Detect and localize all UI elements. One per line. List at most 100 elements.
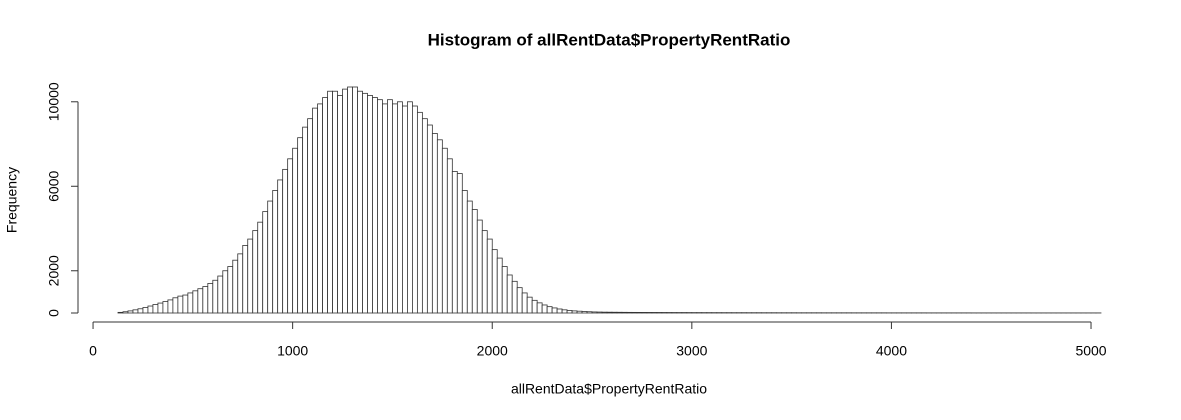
y-axis-label: Frequency xyxy=(4,167,20,233)
bar xyxy=(267,200,274,314)
bar xyxy=(516,287,523,314)
bar xyxy=(177,295,184,314)
bar xyxy=(621,311,628,314)
bar xyxy=(167,299,174,314)
bar xyxy=(506,274,513,314)
bar xyxy=(207,283,214,314)
bar xyxy=(596,311,603,314)
bar xyxy=(372,97,378,314)
bar xyxy=(362,92,368,314)
bar xyxy=(162,301,169,314)
bar xyxy=(641,312,648,314)
bar xyxy=(312,107,318,314)
bar xyxy=(571,310,578,314)
bar xyxy=(182,294,189,314)
bar xyxy=(626,311,633,314)
bar xyxy=(631,311,638,314)
bar xyxy=(402,105,408,314)
bar xyxy=(536,302,543,314)
bar xyxy=(327,90,333,314)
bar xyxy=(367,95,373,314)
bar xyxy=(412,105,418,314)
bar xyxy=(397,101,403,314)
bar xyxy=(317,103,323,314)
bar xyxy=(292,147,299,314)
bar xyxy=(152,304,159,314)
bar xyxy=(277,179,284,314)
bar xyxy=(217,275,224,314)
bar xyxy=(511,280,518,314)
bar xyxy=(232,259,239,314)
bar xyxy=(192,290,199,314)
bar xyxy=(147,305,154,314)
y-tick-label: 2000 xyxy=(46,255,62,286)
bar xyxy=(347,86,353,314)
bar xyxy=(337,95,343,314)
bar xyxy=(481,230,488,314)
bar xyxy=(646,312,653,314)
x-tick-label: 0 xyxy=(89,343,97,359)
bar xyxy=(342,88,348,314)
x-tick-label: 2000 xyxy=(477,343,508,359)
bar xyxy=(237,253,244,314)
bar xyxy=(227,266,234,314)
bar xyxy=(387,99,393,314)
bar xyxy=(222,270,229,314)
bar xyxy=(496,257,503,314)
bar xyxy=(446,158,453,314)
bar xyxy=(431,133,438,314)
bar xyxy=(127,310,134,314)
bar xyxy=(456,173,463,314)
x-tick-label: 5000 xyxy=(1075,343,1106,359)
bar xyxy=(581,311,588,314)
bar xyxy=(461,190,468,314)
bar xyxy=(556,308,563,314)
bar xyxy=(117,311,124,314)
chart-title: Histogram of allRentData$PropertyRentRat… xyxy=(428,30,791,49)
bar xyxy=(601,311,608,314)
bar xyxy=(541,304,548,314)
bar xyxy=(501,266,508,314)
y-tick-label: 0 xyxy=(46,309,62,317)
bar xyxy=(297,137,304,314)
bar xyxy=(476,219,483,314)
bar xyxy=(451,171,458,314)
bar xyxy=(137,308,144,314)
bar xyxy=(636,312,643,314)
y-tick-label: 10000 xyxy=(46,82,62,121)
bar xyxy=(651,312,658,314)
bar xyxy=(586,311,593,314)
bar xyxy=(242,245,249,314)
bar xyxy=(197,288,204,314)
x-tick-label: 1000 xyxy=(277,343,308,359)
bar xyxy=(172,297,179,314)
bar xyxy=(551,307,558,314)
x-axis-label: allRentData$PropertyRentRatio xyxy=(511,381,707,397)
bar xyxy=(576,310,583,314)
bar xyxy=(407,101,413,314)
bar xyxy=(262,211,269,314)
bar xyxy=(247,238,254,314)
bar xyxy=(187,292,194,314)
bar xyxy=(616,311,623,314)
bar xyxy=(142,307,149,314)
bar xyxy=(531,299,538,314)
bar xyxy=(486,238,493,314)
bar xyxy=(436,139,443,314)
y-tick-label: 6000 xyxy=(46,170,62,201)
bar xyxy=(656,312,663,314)
bar xyxy=(561,309,568,314)
bar xyxy=(272,190,279,314)
bar xyxy=(546,306,553,314)
bar xyxy=(122,311,129,314)
bar xyxy=(606,311,613,314)
bar xyxy=(352,86,358,314)
bar xyxy=(257,221,264,314)
bar xyxy=(591,311,598,314)
bar xyxy=(526,296,533,314)
bar xyxy=(332,90,338,314)
bar xyxy=(466,200,473,314)
bar xyxy=(611,311,618,314)
